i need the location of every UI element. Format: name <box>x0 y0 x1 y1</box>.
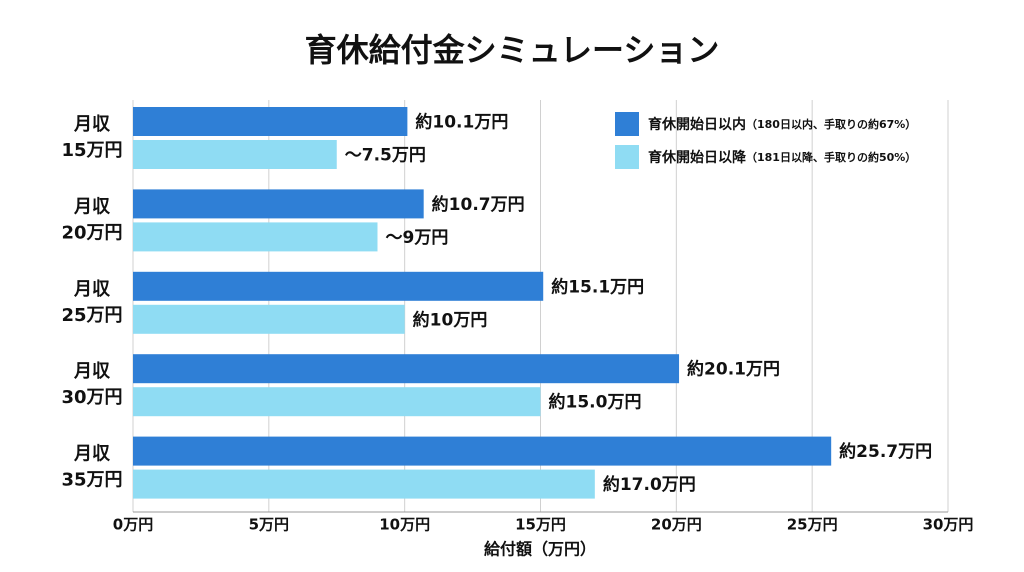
value-label: ～9万円 <box>386 228 449 248</box>
y-tick-label-line: 月収 <box>73 196 111 217</box>
y-tick-label-line: 月収 <box>73 361 111 382</box>
bar <box>133 189 424 219</box>
legend-note: （181日以降、手取りの約50%） <box>746 150 916 164</box>
x-tick-label: 0万円 <box>113 516 153 534</box>
value-label: 約25.7万円 <box>839 441 932 462</box>
value-label: 約10.1万円 <box>415 112 508 133</box>
y-tick-label-line: 25万円 <box>61 305 122 326</box>
chart-title: 育休給付金シミュレーション <box>305 31 720 69</box>
y-tick-label-line: 30万円 <box>61 387 122 408</box>
legend-name: 育休開始日以内 <box>648 116 746 133</box>
y-tick-label-line: 20万円 <box>61 222 122 243</box>
value-label: ～7.5万円 <box>345 146 426 166</box>
bar <box>133 271 544 301</box>
y-tick-label: 月収 35万円 <box>61 444 122 491</box>
y-tick-label: 月収 20万円 <box>61 196 122 243</box>
y-tick-label-line: 15万円 <box>61 140 122 161</box>
x-tick-label: 30万円 <box>923 516 974 534</box>
bar <box>133 304 405 334</box>
bar <box>133 354 680 384</box>
y-tick-label-line: 35万円 <box>61 470 122 491</box>
x-tick-label: 10万円 <box>379 516 430 534</box>
value-label: 約17.0万円 <box>603 474 696 495</box>
value-label: 約20.1万円 <box>687 359 780 380</box>
bar <box>133 387 541 417</box>
bar <box>133 107 408 136</box>
value-label: 約10万円 <box>413 309 488 330</box>
y-tick-label-line: 月収 <box>73 444 111 465</box>
legend-label: 育休開始日以降（181日以降、手取りの約50%） <box>648 149 916 166</box>
legend-name: 育休開始日以降 <box>648 149 747 166</box>
y-tick-label-line: 月収 <box>73 279 111 300</box>
y-tick-label: 月収 30万円 <box>61 361 122 408</box>
bar <box>133 222 378 252</box>
value-label: 約15.1万円 <box>551 276 644 297</box>
y-tick-label-line: 月収 <box>73 114 111 135</box>
bar <box>133 469 595 499</box>
bar <box>133 140 337 169</box>
legend-swatch <box>615 112 639 136</box>
y-tick-label: 月収 15万円 <box>61 114 122 161</box>
value-label: 約15.0万円 <box>549 392 642 413</box>
x-tick-label: 20万円 <box>651 516 702 534</box>
value-label: 約10.7万円 <box>432 194 525 215</box>
y-tick-label: 月収 25万円 <box>61 279 122 326</box>
legend-label: 育休開始日以内（180日以内、手取りの約67%） <box>648 116 916 133</box>
bar <box>133 436 832 466</box>
x-tick-label: 5万円 <box>249 516 289 534</box>
legend-swatch <box>615 145 639 169</box>
legend-note: （180日以内、手取りの約67%） <box>746 117 916 131</box>
x-tick-label: 25万円 <box>787 516 838 534</box>
x-axis-label: 給付額（万円） <box>484 540 596 559</box>
x-tick-label: 15万円 <box>515 516 566 534</box>
